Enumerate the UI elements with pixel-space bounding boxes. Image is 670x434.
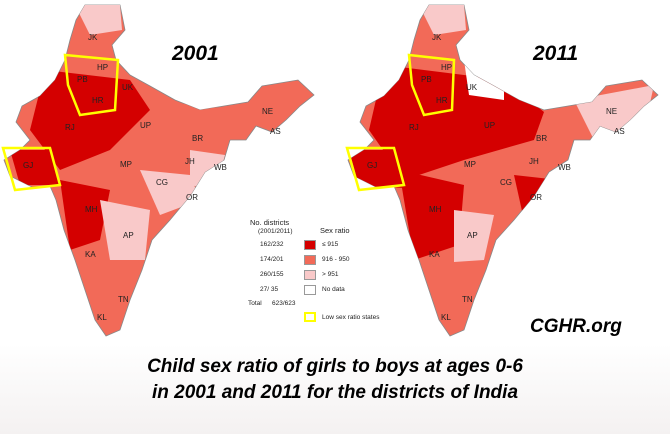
state-label: HP: [97, 63, 108, 72]
district-region: [100, 200, 150, 260]
legend-ratio-label: No data: [322, 286, 345, 293]
state-label: UK: [466, 83, 478, 92]
state-label: UP: [140, 121, 151, 130]
legend-ratio-label: ≤ 915: [322, 241, 339, 248]
state-label: AS: [614, 127, 625, 136]
district-region: [399, 170, 464, 260]
district-region: [349, 150, 406, 188]
legend-ratio-label: 916 - 950: [322, 256, 350, 263]
state-label: NE: [262, 107, 273, 116]
low-sex-ratio-state-border: [345, 146, 406, 192]
caption-line-1: Child sex ratio of girls to boys at ages…: [147, 356, 523, 377]
legend-low-states-label: Low sex ratio states: [322, 314, 380, 321]
state-label: GJ: [367, 161, 377, 170]
legend-swatch: [304, 270, 316, 280]
state-label: KA: [429, 250, 440, 259]
state-label: HR: [436, 96, 448, 105]
credit: CGHR.org: [530, 316, 622, 337]
state-label: MH: [85, 205, 98, 214]
legend-total-value: 623/623: [272, 300, 296, 307]
legend-ratio-header: Sex ratio: [320, 226, 350, 235]
state-label: MH: [429, 205, 442, 214]
state-label: MP: [120, 160, 132, 169]
state-label: AP: [123, 231, 134, 240]
legend-total-label: Total: [248, 300, 262, 307]
legend-count: 27/ 35: [260, 286, 279, 293]
state-label: OR: [186, 193, 198, 202]
low-sex-ratio-state-border: [1, 146, 62, 192]
legend-districts-subheader: (2001/2011): [258, 228, 293, 235]
state-label: WB: [558, 163, 571, 172]
district-region: [464, 60, 504, 100]
state-label: PB: [421, 75, 432, 84]
legend-districts-header: No. districts: [250, 218, 290, 227]
state-label: AP: [467, 231, 478, 240]
legend-count: 174/201: [260, 256, 284, 263]
map-year-2001: 2001: [172, 42, 219, 65]
legend-swatch-low-states: [304, 312, 316, 322]
state-label: HP: [441, 63, 452, 72]
district-region: [30, 70, 150, 170]
state-label: CG: [156, 178, 168, 187]
legend-ratio-label: > 951: [322, 271, 339, 278]
state-label: AS: [270, 127, 281, 136]
state-label: NE: [606, 107, 617, 116]
state-label: TN: [462, 295, 473, 304]
district-region: [60, 180, 110, 250]
map-2011: JK HP PB UK HR RJ UP NE AS BR GJ MP JH WB CG OR MH AP KA TN…: [345, 4, 659, 337]
district-region: [419, 5, 466, 35]
state-label: JH: [185, 157, 195, 166]
map-year-2011: 2011: [533, 42, 579, 65]
state-label: MP: [464, 160, 476, 169]
state-label: JH: [529, 157, 539, 166]
state-label: RJ: [409, 123, 419, 132]
state-label: BR: [192, 134, 203, 143]
district-region: [10, 150, 60, 185]
state-label: HR: [92, 96, 104, 105]
state-label: KA: [85, 250, 96, 259]
caption: Child sex ratio of girls to boys at ages…: [0, 344, 670, 434]
legend-swatch: [304, 240, 316, 250]
legend-swatch: [304, 255, 316, 265]
state-label: KL: [97, 313, 107, 322]
caption-line-2: in 2001 and 2011 for the districts of In…: [151, 382, 519, 403]
district-region: [150, 100, 240, 150]
legend-count: 162/232: [260, 241, 284, 248]
legend-count: 260/155: [260, 271, 284, 278]
state-label: CG: [500, 178, 512, 187]
low-sex-ratio-state-border: [63, 53, 120, 117]
state-label: JK: [88, 33, 98, 42]
india-maps: JK HP PB UK HR RJ UP NE AS BR GJ MP JH WB CG OR MH AP KA TN…: [1, 4, 659, 337]
state-label: OR: [530, 193, 542, 202]
state-label: UP: [484, 121, 495, 130]
district-region: [75, 5, 122, 35]
state-label: BR: [536, 134, 547, 143]
state-label: UK: [122, 83, 134, 92]
low-sex-ratio-state-border: [407, 53, 456, 117]
state-label: KL: [441, 313, 451, 322]
district-region: [454, 210, 494, 262]
state-label: GJ: [23, 161, 33, 170]
state-label: WB: [214, 163, 227, 172]
map-2001: JK HP PB UK HR RJ UP NE AS BR GJ MP JH WB CG OR MH AP KA TN…: [1, 4, 315, 337]
state-label: JK: [432, 33, 442, 42]
legend-swatch: [304, 285, 316, 295]
state-label: TN: [118, 295, 129, 304]
state-label: RJ: [65, 123, 75, 132]
state-label: PB: [77, 75, 88, 84]
